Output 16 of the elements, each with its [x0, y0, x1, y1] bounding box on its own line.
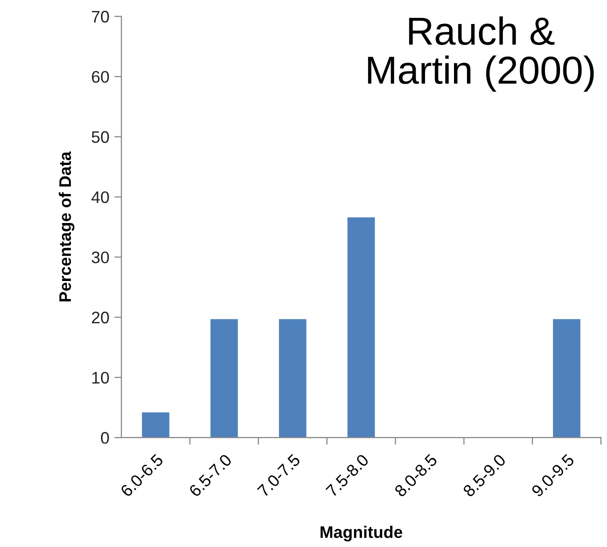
bar	[142, 412, 170, 438]
bar	[278, 319, 306, 438]
y-tick-label: 20	[92, 312, 109, 324]
y-tick-label: 0	[100, 432, 109, 444]
y-tick-label: 70	[92, 10, 109, 23]
y-tick-label: 10	[92, 372, 109, 384]
bar	[347, 217, 375, 438]
y-tick-label: 40	[91, 191, 109, 204]
chart-title: Rauch & Martin (2000)	[368, 16, 594, 92]
x-axis-title: Magnitude	[320, 526, 402, 542]
y-tick-label: 60	[92, 70, 109, 83]
y-tick-label: 30	[92, 251, 109, 264]
bar	[210, 319, 238, 438]
y-axis-title: Percentage of Data	[58, 151, 74, 302]
y-tick-label: 50	[92, 131, 109, 143]
bar	[552, 319, 580, 438]
